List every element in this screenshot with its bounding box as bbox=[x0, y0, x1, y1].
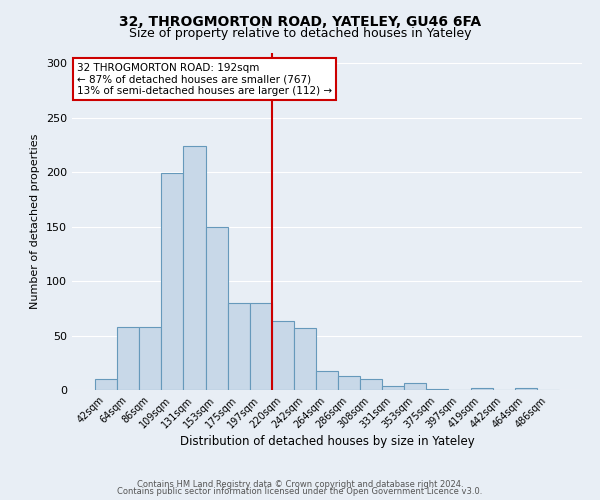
Bar bbox=[360, 379, 382, 390]
Bar bbox=[294, 328, 316, 390]
Bar bbox=[515, 388, 537, 390]
Y-axis label: Number of detached properties: Number of detached properties bbox=[31, 134, 40, 309]
Bar bbox=[427, 389, 448, 390]
Bar bbox=[272, 322, 294, 390]
Text: Contains public sector information licensed under the Open Government Licence v3: Contains public sector information licen… bbox=[118, 487, 482, 496]
Bar bbox=[161, 174, 184, 390]
Bar bbox=[206, 226, 227, 390]
Bar bbox=[404, 384, 427, 390]
Bar bbox=[338, 376, 360, 390]
Bar bbox=[316, 372, 338, 390]
Bar bbox=[470, 388, 493, 390]
Bar bbox=[227, 303, 250, 390]
Bar bbox=[95, 379, 117, 390]
Text: 32 THROGMORTON ROAD: 192sqm
← 87% of detached houses are smaller (767)
13% of se: 32 THROGMORTON ROAD: 192sqm ← 87% of det… bbox=[77, 62, 332, 96]
Bar bbox=[184, 146, 206, 390]
Text: Size of property relative to detached houses in Yateley: Size of property relative to detached ho… bbox=[129, 28, 471, 40]
Text: Contains HM Land Registry data © Crown copyright and database right 2024.: Contains HM Land Registry data © Crown c… bbox=[137, 480, 463, 489]
Bar bbox=[250, 303, 272, 390]
X-axis label: Distribution of detached houses by size in Yateley: Distribution of detached houses by size … bbox=[179, 436, 475, 448]
Bar bbox=[139, 327, 161, 390]
Bar bbox=[117, 327, 139, 390]
Bar bbox=[382, 386, 404, 390]
Text: 32, THROGMORTON ROAD, YATELEY, GU46 6FA: 32, THROGMORTON ROAD, YATELEY, GU46 6FA bbox=[119, 15, 481, 29]
